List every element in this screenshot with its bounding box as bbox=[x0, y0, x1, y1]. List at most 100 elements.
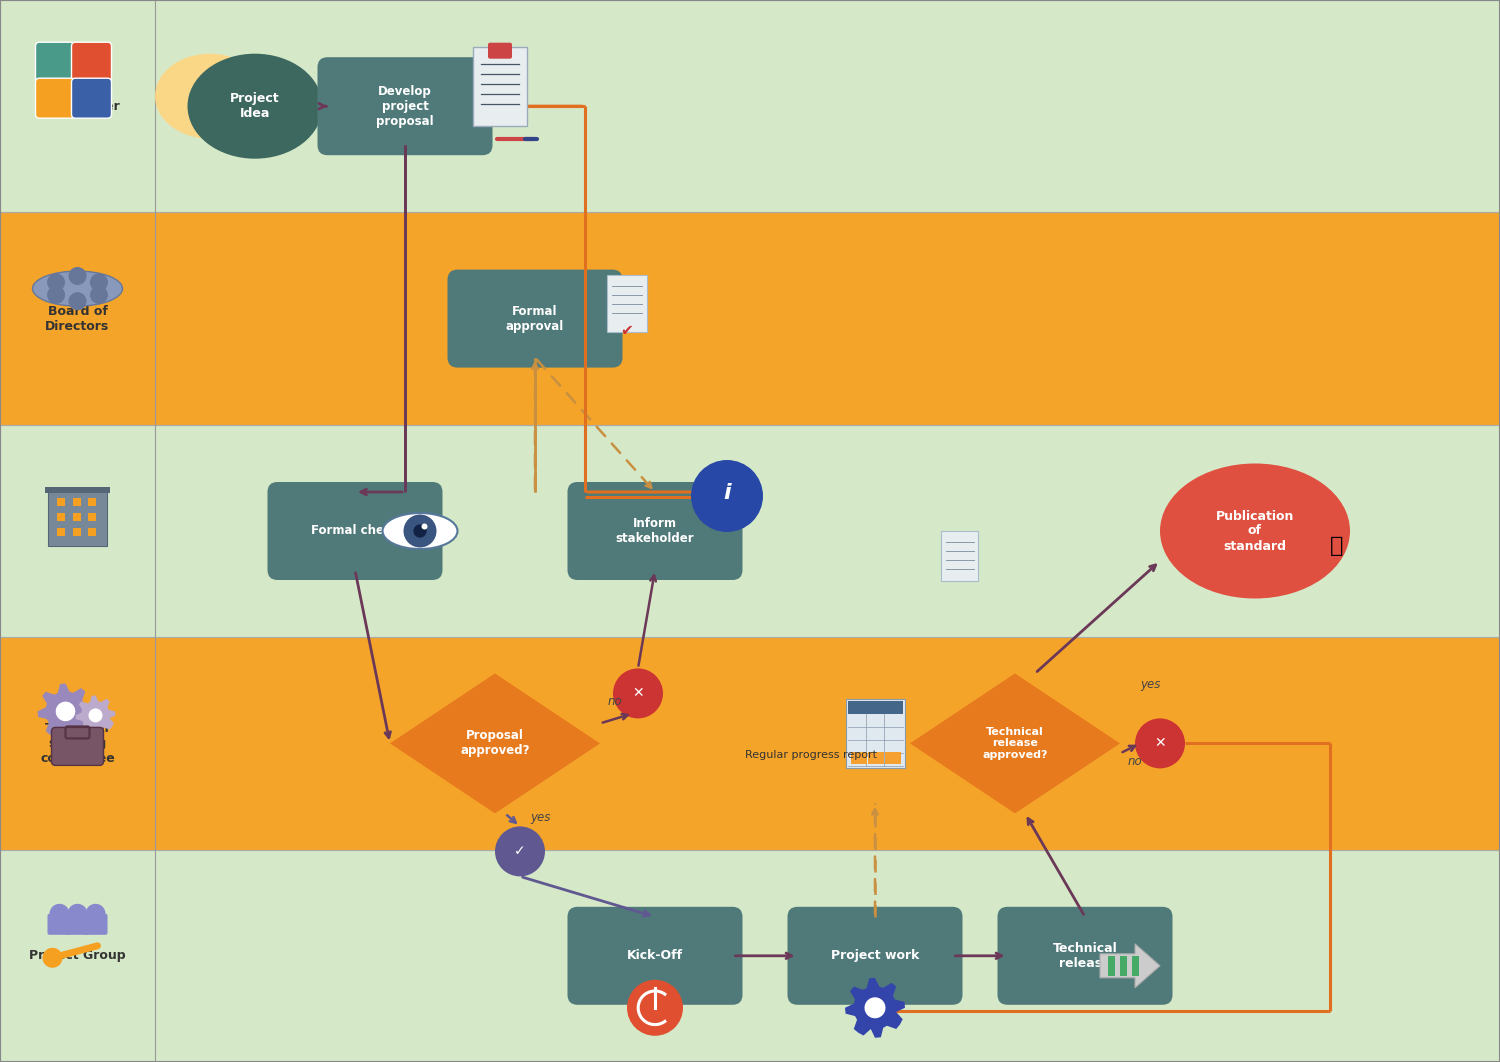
Circle shape bbox=[46, 286, 64, 304]
Circle shape bbox=[864, 997, 885, 1018]
FancyBboxPatch shape bbox=[84, 913, 108, 935]
FancyBboxPatch shape bbox=[488, 42, 512, 58]
Ellipse shape bbox=[154, 54, 266, 139]
FancyBboxPatch shape bbox=[567, 482, 742, 580]
Text: Office: Office bbox=[57, 525, 99, 537]
Bar bbox=[0, 0, 1500, 212]
Bar bbox=[45, 487, 111, 493]
FancyBboxPatch shape bbox=[998, 907, 1173, 1005]
Circle shape bbox=[692, 460, 764, 532]
Bar bbox=[72, 498, 81, 506]
Text: Formal check: Formal check bbox=[310, 525, 399, 537]
Circle shape bbox=[90, 286, 108, 304]
Circle shape bbox=[46, 273, 64, 291]
Bar bbox=[0, 850, 1500, 1062]
FancyBboxPatch shape bbox=[267, 482, 442, 580]
Text: no: no bbox=[608, 696, 622, 708]
Circle shape bbox=[56, 702, 75, 721]
Bar bbox=[0, 212, 1500, 425]
Circle shape bbox=[422, 524, 428, 530]
Text: Project Group: Project Group bbox=[28, 949, 126, 962]
Polygon shape bbox=[910, 673, 1120, 813]
Text: yes: yes bbox=[530, 811, 550, 824]
FancyBboxPatch shape bbox=[788, 907, 963, 1005]
FancyBboxPatch shape bbox=[72, 79, 111, 118]
Polygon shape bbox=[75, 696, 116, 735]
Text: Board of
Directors: Board of Directors bbox=[45, 305, 110, 332]
Circle shape bbox=[404, 514, 436, 548]
Bar bbox=[57, 528, 66, 536]
Bar bbox=[87, 528, 96, 536]
Circle shape bbox=[69, 292, 87, 310]
Text: ✓: ✓ bbox=[514, 844, 526, 858]
Ellipse shape bbox=[382, 513, 458, 549]
Text: ✕: ✕ bbox=[1154, 736, 1166, 751]
FancyBboxPatch shape bbox=[36, 42, 75, 82]
FancyBboxPatch shape bbox=[447, 270, 622, 367]
Text: Technical
release
approved?: Technical release approved? bbox=[982, 726, 1047, 760]
Text: Regular progress report: Regular progress report bbox=[746, 751, 878, 760]
FancyBboxPatch shape bbox=[51, 727, 104, 766]
Bar bbox=[0, 425, 1500, 637]
FancyBboxPatch shape bbox=[36, 79, 75, 118]
Bar bbox=[868, 752, 883, 764]
Text: Inform
stakeholder: Inform stakeholder bbox=[615, 517, 695, 545]
Circle shape bbox=[86, 904, 105, 924]
Bar bbox=[1108, 956, 1114, 976]
FancyBboxPatch shape bbox=[846, 699, 904, 768]
Circle shape bbox=[90, 273, 108, 291]
Circle shape bbox=[614, 668, 663, 718]
Circle shape bbox=[1136, 718, 1185, 769]
FancyBboxPatch shape bbox=[942, 531, 978, 581]
Polygon shape bbox=[1100, 944, 1160, 988]
Text: Publication
of
standard: Publication of standard bbox=[1216, 510, 1294, 552]
Polygon shape bbox=[38, 684, 93, 739]
Bar bbox=[72, 528, 81, 536]
Text: no: no bbox=[1128, 755, 1143, 769]
Ellipse shape bbox=[33, 271, 123, 306]
Bar bbox=[852, 752, 867, 764]
FancyBboxPatch shape bbox=[48, 913, 72, 935]
Text: Technical
release: Technical release bbox=[1053, 942, 1118, 970]
Bar bbox=[57, 513, 66, 521]
Circle shape bbox=[50, 904, 69, 924]
Text: Kick-Off: Kick-Off bbox=[627, 949, 682, 962]
FancyBboxPatch shape bbox=[567, 907, 742, 1005]
FancyBboxPatch shape bbox=[318, 57, 492, 155]
Circle shape bbox=[495, 826, 544, 876]
Bar bbox=[87, 513, 96, 521]
Text: Technical
steering
committee: Technical steering committee bbox=[40, 722, 116, 765]
Bar bbox=[48, 491, 108, 546]
Text: Stakeholder: Stakeholder bbox=[34, 100, 120, 113]
Text: yes: yes bbox=[1140, 679, 1161, 691]
Polygon shape bbox=[390, 673, 600, 813]
Text: Proposal
approved?: Proposal approved? bbox=[460, 730, 530, 757]
Text: Formal
approval: Formal approval bbox=[506, 305, 564, 332]
Text: ✔: ✔ bbox=[621, 323, 633, 338]
Bar bbox=[0, 637, 1500, 850]
Text: 📢: 📢 bbox=[1330, 536, 1344, 556]
Circle shape bbox=[88, 708, 102, 722]
FancyBboxPatch shape bbox=[472, 47, 526, 125]
Ellipse shape bbox=[1160, 463, 1350, 599]
Text: Project work: Project work bbox=[831, 949, 920, 962]
Text: Project
Idea: Project Idea bbox=[230, 92, 280, 120]
FancyBboxPatch shape bbox=[66, 913, 90, 935]
Circle shape bbox=[627, 980, 682, 1035]
Bar bbox=[885, 752, 902, 764]
Bar bbox=[1120, 956, 1126, 976]
Bar bbox=[57, 498, 66, 506]
Ellipse shape bbox=[188, 54, 322, 158]
Polygon shape bbox=[844, 978, 904, 1038]
Circle shape bbox=[68, 904, 87, 924]
Circle shape bbox=[69, 267, 87, 285]
FancyBboxPatch shape bbox=[72, 42, 111, 82]
Bar bbox=[1132, 956, 1138, 976]
Bar bbox=[72, 513, 81, 521]
Text: Develop
project
proposal: Develop project proposal bbox=[376, 85, 433, 127]
Bar bbox=[87, 498, 96, 506]
Text: i: i bbox=[723, 483, 730, 503]
Bar bbox=[847, 701, 903, 714]
Circle shape bbox=[414, 525, 426, 537]
FancyBboxPatch shape bbox=[608, 275, 646, 332]
